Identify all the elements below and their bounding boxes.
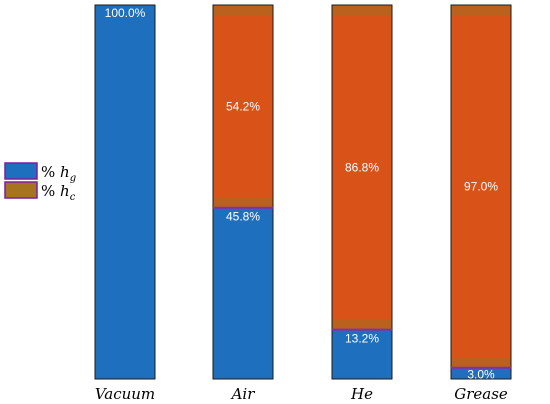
data-label-air-series-2: 54.2%	[226, 99, 260, 113]
legend-swatch-hg	[4, 162, 38, 180]
data-label-air-series-1: 45.8%	[226, 210, 260, 224]
legend-label-hg: % hg	[41, 163, 76, 184]
legend-label-hc: % hc	[41, 182, 76, 203]
category-label-grease: Grease	[454, 385, 508, 403]
bar-grease-series-2-bottom-accent	[451, 357, 511, 368]
bar-grease-series-2-top-accent	[451, 6, 511, 16]
bar-air-series-2-bottom-accent	[213, 197, 273, 208]
bar-he-series-1	[331, 329, 393, 380]
legend-swatch-hc	[4, 181, 38, 199]
data-labels-group: 100.0% 45.8% 54.2% 13.2% 86.8% 3.0% 97.0%	[105, 6, 499, 381]
bars-group	[94, 4, 512, 380]
category-label-he: He	[350, 385, 373, 403]
bar-air-series-2-top-accent	[213, 6, 273, 16]
data-label-he-series-2: 86.8%	[345, 160, 379, 174]
data-label-grease-series-2: 97.0%	[464, 179, 498, 193]
legend: % hg % hc	[4, 162, 76, 203]
data-label-grease-series-1: 3.0%	[467, 367, 495, 381]
bar-he-series-2-bottom-accent	[332, 319, 392, 330]
bar-he-series-2-top-accent	[332, 6, 392, 16]
bar-air-series-2	[212, 4, 274, 209]
data-label-he-series-1: 13.2%	[345, 332, 379, 346]
category-labels-group: Vacuum Air He Grease	[95, 385, 508, 403]
data-label-vacuum-series-1: 100.0%	[105, 6, 146, 20]
bar-air-series-1	[212, 207, 274, 380]
category-label-air: Air	[230, 385, 256, 403]
category-label-vacuum: Vacuum	[95, 385, 155, 403]
bar-grease-series-2	[450, 4, 512, 369]
bar-vacuum-series-1	[94, 4, 156, 380]
